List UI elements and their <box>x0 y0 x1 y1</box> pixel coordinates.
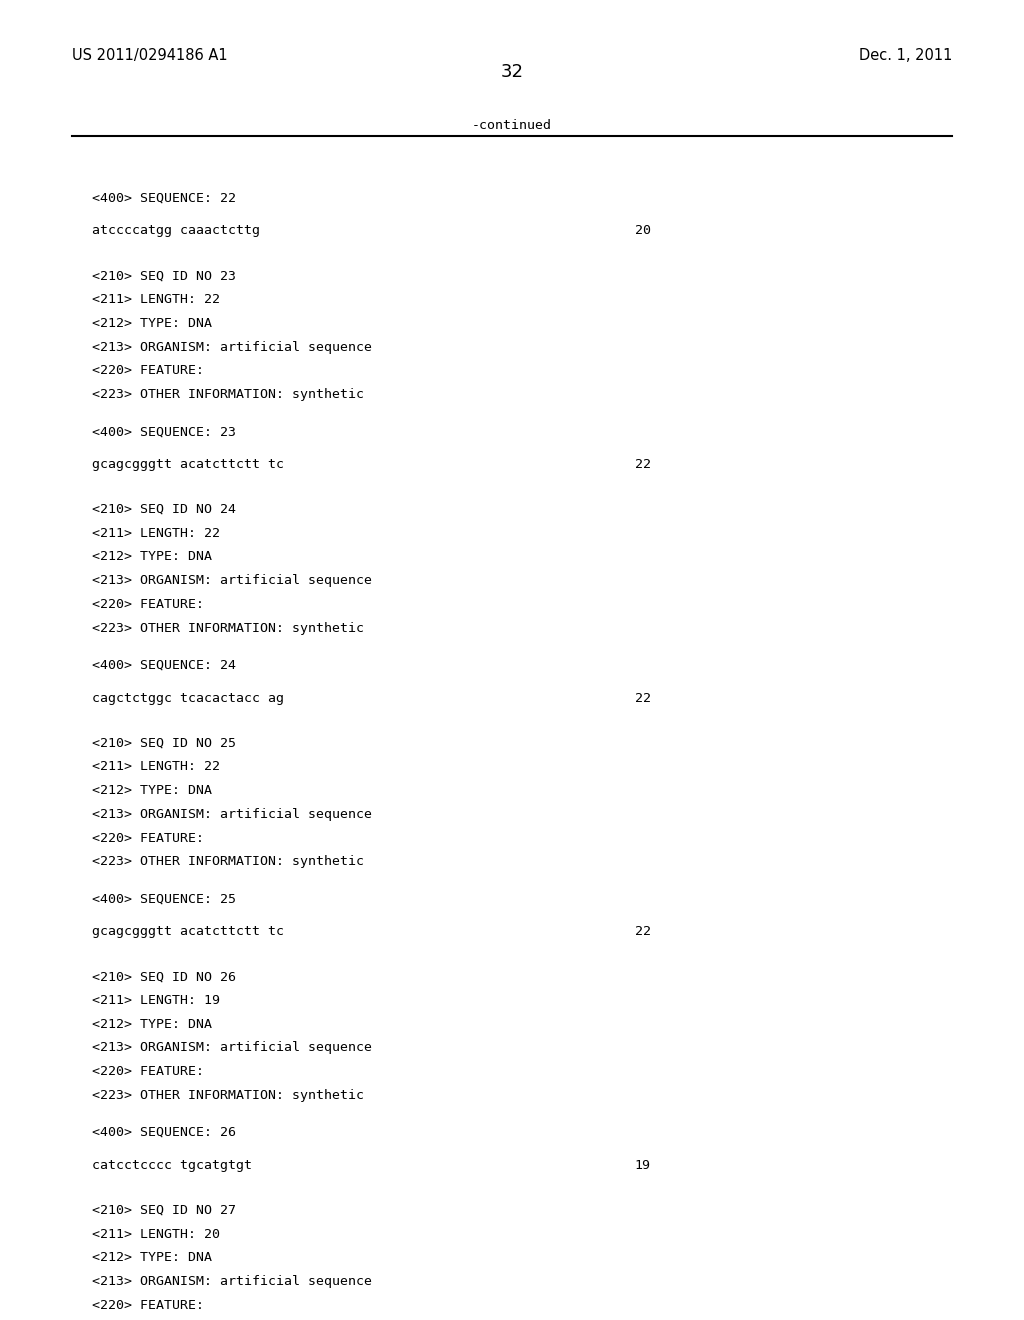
Text: <223> OTHER INFORMATION: synthetic: <223> OTHER INFORMATION: synthetic <box>92 1089 365 1102</box>
Text: <210> SEQ ID NO 23: <210> SEQ ID NO 23 <box>92 269 237 282</box>
Text: <210> SEQ ID NO 27: <210> SEQ ID NO 27 <box>92 1204 237 1217</box>
Text: <400> SEQUENCE: 24: <400> SEQUENCE: 24 <box>92 659 237 672</box>
Text: 22: 22 <box>635 692 651 705</box>
Text: gcagcgggtt acatcttctt tc: gcagcgggtt acatcttctt tc <box>92 925 284 939</box>
Text: Dec. 1, 2011: Dec. 1, 2011 <box>859 48 952 62</box>
Text: 20: 20 <box>635 224 651 238</box>
Text: <213> ORGANISM: artificial sequence: <213> ORGANISM: artificial sequence <box>92 341 372 354</box>
Text: <213> ORGANISM: artificial sequence: <213> ORGANISM: artificial sequence <box>92 1275 372 1288</box>
Text: <211> LENGTH: 20: <211> LENGTH: 20 <box>92 1228 220 1241</box>
Text: <220> FEATURE:: <220> FEATURE: <box>92 1299 204 1312</box>
Text: <220> FEATURE:: <220> FEATURE: <box>92 832 204 845</box>
Text: gcagcgggtt acatcttctt tc: gcagcgggtt acatcttctt tc <box>92 458 284 471</box>
Text: <211> LENGTH: 22: <211> LENGTH: 22 <box>92 760 220 774</box>
Text: <223> OTHER INFORMATION: synthetic: <223> OTHER INFORMATION: synthetic <box>92 388 365 401</box>
Text: 22: 22 <box>635 458 651 471</box>
Text: <210> SEQ ID NO 25: <210> SEQ ID NO 25 <box>92 737 237 750</box>
Text: 22: 22 <box>635 925 651 939</box>
Text: 32: 32 <box>501 63 523 82</box>
Text: 19: 19 <box>635 1159 651 1172</box>
Text: US 2011/0294186 A1: US 2011/0294186 A1 <box>72 48 227 62</box>
Text: <210> SEQ ID NO 24: <210> SEQ ID NO 24 <box>92 503 237 516</box>
Text: <223> OTHER INFORMATION: synthetic: <223> OTHER INFORMATION: synthetic <box>92 855 365 869</box>
Text: <212> TYPE: DNA: <212> TYPE: DNA <box>92 1018 212 1031</box>
Text: <400> SEQUENCE: 26: <400> SEQUENCE: 26 <box>92 1126 237 1139</box>
Text: <210> SEQ ID NO 26: <210> SEQ ID NO 26 <box>92 970 237 983</box>
Text: <212> TYPE: DNA: <212> TYPE: DNA <box>92 1251 212 1265</box>
Text: atccccatgg caaactcttg: atccccatgg caaactcttg <box>92 224 260 238</box>
Text: <211> LENGTH: 22: <211> LENGTH: 22 <box>92 293 220 306</box>
Text: <213> ORGANISM: artificial sequence: <213> ORGANISM: artificial sequence <box>92 1041 372 1055</box>
Text: <220> FEATURE:: <220> FEATURE: <box>92 598 204 611</box>
Text: cagctctggc tcacactacc ag: cagctctggc tcacactacc ag <box>92 692 284 705</box>
Text: <400> SEQUENCE: 22: <400> SEQUENCE: 22 <box>92 191 237 205</box>
Text: <211> LENGTH: 22: <211> LENGTH: 22 <box>92 527 220 540</box>
Text: catcctcccc tgcatgtgt: catcctcccc tgcatgtgt <box>92 1159 252 1172</box>
Text: <212> TYPE: DNA: <212> TYPE: DNA <box>92 550 212 564</box>
Text: <212> TYPE: DNA: <212> TYPE: DNA <box>92 784 212 797</box>
Text: <220> FEATURE:: <220> FEATURE: <box>92 364 204 378</box>
Text: <223> OTHER INFORMATION: synthetic: <223> OTHER INFORMATION: synthetic <box>92 622 365 635</box>
Text: <211> LENGTH: 19: <211> LENGTH: 19 <box>92 994 220 1007</box>
Text: <400> SEQUENCE: 25: <400> SEQUENCE: 25 <box>92 892 237 906</box>
Text: <212> TYPE: DNA: <212> TYPE: DNA <box>92 317 212 330</box>
Text: <400> SEQUENCE: 23: <400> SEQUENCE: 23 <box>92 425 237 438</box>
Text: <220> FEATURE:: <220> FEATURE: <box>92 1065 204 1078</box>
Text: <213> ORGANISM: artificial sequence: <213> ORGANISM: artificial sequence <box>92 574 372 587</box>
Text: -continued: -continued <box>472 119 552 132</box>
Text: <213> ORGANISM: artificial sequence: <213> ORGANISM: artificial sequence <box>92 808 372 821</box>
